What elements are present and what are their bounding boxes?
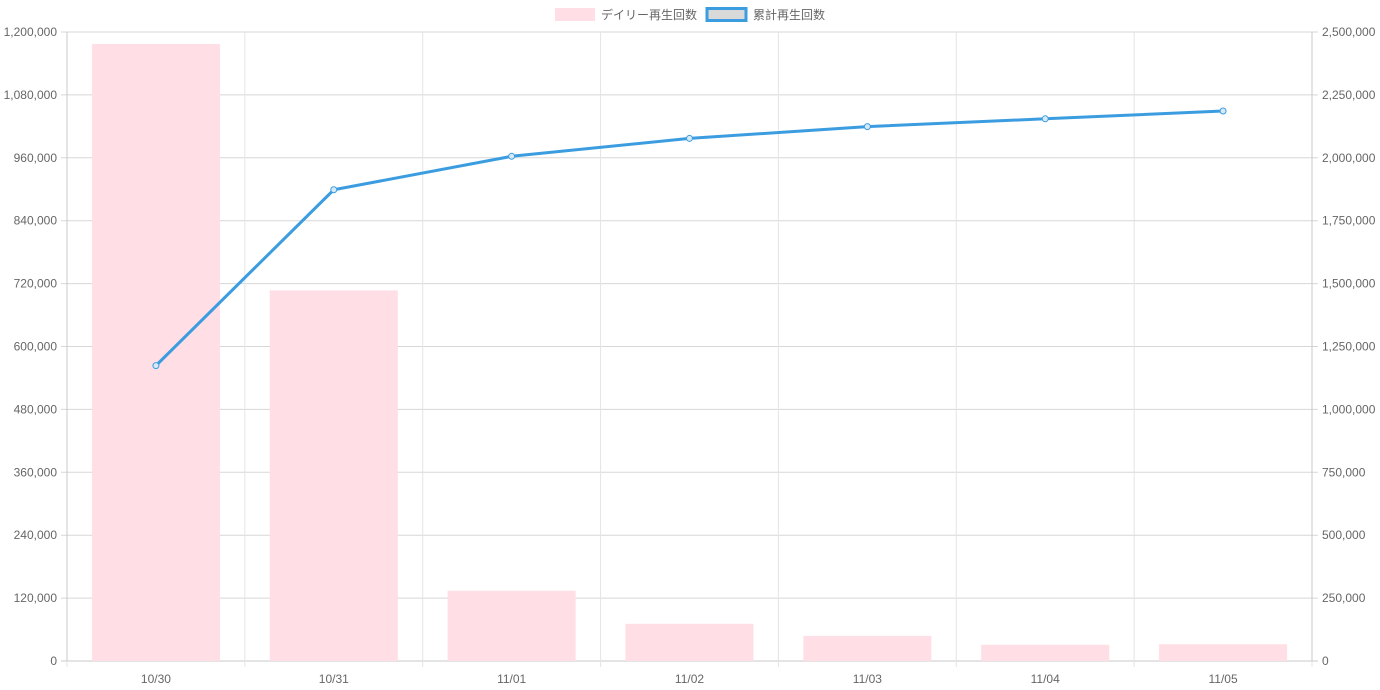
legend-swatch-daily [555, 8, 595, 21]
y-left-tick-label: 0 [50, 654, 57, 668]
y-left-tick-label: 600,000 [14, 340, 58, 354]
y-right-tick-label: 1,750,000 [1322, 214, 1376, 228]
legend-label-daily: デイリー再生回数 [601, 7, 697, 22]
y-left-tick-label: 840,000 [14, 214, 58, 228]
line-point [330, 186, 338, 194]
y-left-tick-label: 360,000 [14, 465, 58, 479]
line-point [686, 134, 693, 142]
y-right-tick-label: 250,000 [1322, 591, 1366, 605]
axes: 0 0 120,000 250,000 240,000 500,000 360,000 750… [4, 25, 1376, 686]
x-tick-label: 11/02 [675, 672, 704, 686]
bar [625, 623, 754, 661]
bar [91, 44, 220, 661]
y-left-tick-label: 720,000 [14, 277, 58, 291]
y-right-tick-label: 1,250,000 [1322, 340, 1376, 354]
legend-swatch-cumulative [705, 7, 748, 22]
line-point [1041, 115, 1049, 123]
line-point [508, 152, 516, 160]
y-right-tick-label: 2,250,000 [1322, 88, 1376, 102]
y-left-tick-label: 960,000 [14, 151, 58, 165]
y-left-tick-label: 1,200,000 [4, 25, 58, 39]
x-tick-label: 11/03 [853, 672, 882, 686]
line-point [1219, 107, 1227, 115]
y-left-tick-label: 480,000 [14, 402, 58, 416]
legend-label-cumulative: 累計再生回数 [753, 7, 825, 22]
y-left-tick-label: 120,000 [14, 591, 58, 605]
bar [1159, 644, 1288, 661]
y-right-tick-label: 0 [1322, 654, 1329, 668]
line-point [863, 123, 871, 131]
bar [447, 590, 576, 661]
y-right-tick-label: 750,000 [1322, 465, 1366, 479]
bar [269, 290, 398, 661]
line-series [152, 107, 1227, 370]
y-right-tick-label: 500,000 [1322, 528, 1366, 542]
y-right-tick-label: 1,500,000 [1322, 277, 1376, 291]
y-left-tick-label: 1,080,000 [4, 88, 58, 102]
line-point [152, 362, 160, 370]
y-right-tick-label: 2,000,000 [1322, 151, 1376, 165]
y-right-tick-label: 1,000,000 [1322, 402, 1376, 416]
y-right-tick-label: 2,500,000 [1322, 25, 1376, 39]
bar-series [91, 44, 1288, 661]
y-left-tick-label: 240,000 [14, 528, 58, 542]
x-tick-label: 10/31 [319, 672, 349, 686]
x-tick-label: 11/04 [1031, 672, 1060, 686]
grid [61, 31, 1318, 667]
legend: デイリー再生回数 累計再生回数 [555, 7, 825, 22]
bar [803, 635, 932, 661]
x-tick-label: 10/30 [141, 672, 171, 686]
x-tick-label: 11/05 [1209, 672, 1238, 686]
x-tick-label: 11/01 [497, 672, 526, 686]
bar [981, 644, 1110, 661]
